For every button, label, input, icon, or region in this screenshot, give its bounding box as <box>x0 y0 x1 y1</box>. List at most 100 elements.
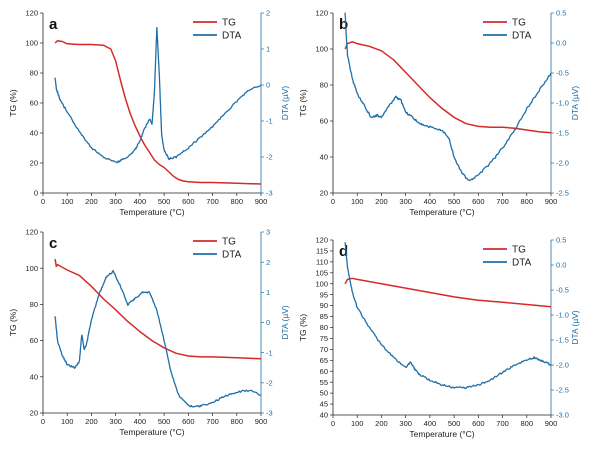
y2-tick-label: 2 <box>266 258 270 267</box>
x-tick-label: 300 <box>399 419 412 428</box>
x-tick-label: 100 <box>61 197 74 206</box>
x-tick-label: 800 <box>521 197 534 206</box>
y2-tick-label: -2.5 <box>556 386 569 395</box>
y2-tick-label: -0.5 <box>556 69 569 78</box>
y2-tick-label: -1.0 <box>556 99 569 108</box>
y2-axis-label: DTA (µV) <box>280 305 290 340</box>
x-tick-label: 300 <box>109 197 122 206</box>
y2-tick-label: -1.0 <box>556 311 569 320</box>
x-tick-label: 500 <box>158 197 171 206</box>
y-tick-label: 110 <box>316 257 328 266</box>
legend-label-tg: TG <box>222 237 236 248</box>
y2-tick-label: -1 <box>266 348 273 357</box>
x-tick-label: 600 <box>472 419 485 428</box>
y-axis-label: TG (%) <box>298 89 308 117</box>
x-tick-label: 0 <box>331 197 335 206</box>
x-axis-label: Temperature (°C) <box>119 427 184 437</box>
panel-label: d <box>339 243 348 260</box>
y-axis-label: TG (%) <box>8 309 18 337</box>
legend-label-tg: TG <box>512 18 526 29</box>
panel-b: 0 100 200 300 400 500 600 700 800 900 20 40 60 80 100 1… <box>298 9 580 217</box>
legend-label-dta: DTA <box>512 31 532 42</box>
x-tick-label: 400 <box>134 197 147 206</box>
x-tick-label: 400 <box>424 419 437 428</box>
y2-tick-label: -3 <box>266 189 273 198</box>
x-tick-label: 800 <box>231 417 244 426</box>
y2-tick-label: -0.5 <box>556 286 569 295</box>
series-line-dta <box>54 26 262 164</box>
series-line-tg <box>344 277 552 308</box>
y-tick-label: 80 <box>320 323 328 332</box>
y-tick-label: 70 <box>320 345 328 354</box>
y2-axis-label: DTA (µV) <box>570 86 580 121</box>
y-tick-label: 60 <box>30 99 38 108</box>
x-tick-label: 0 <box>331 419 335 428</box>
y-tick-label: 95 <box>320 290 328 299</box>
y2-tick-label: 0.0 <box>556 261 566 270</box>
x-tick-label: 900 <box>255 417 268 426</box>
x-tick-label: 200 <box>375 197 388 206</box>
x-axis-label: Temperature (°C) <box>119 207 184 217</box>
x-tick-label: 500 <box>158 417 171 426</box>
y-tick-label: 60 <box>320 367 328 376</box>
legend-label-dta: DTA <box>512 258 532 269</box>
y-tick-label: 100 <box>25 39 38 48</box>
x-tick-label: 200 <box>85 417 98 426</box>
x-tick-label: 400 <box>424 197 437 206</box>
x-tick-label: 400 <box>134 417 147 426</box>
y-tick-label: 100 <box>315 45 328 54</box>
x-tick-label: 500 <box>448 197 461 206</box>
y-tick-label: 90 <box>320 301 328 310</box>
legend-label-tg: TG <box>512 245 526 256</box>
y-tick-label: 80 <box>30 300 38 309</box>
y2-tick-label: -2.0 <box>556 159 569 168</box>
series-line-tg <box>54 40 262 185</box>
y2-tick-label: 0.5 <box>556 236 566 245</box>
x-tick-label: 100 <box>61 417 74 426</box>
y-tick-label: 100 <box>25 264 38 273</box>
y-tick-label: 20 <box>320 189 328 198</box>
y2-tick-label: 3 <box>266 228 270 237</box>
y2-axis-label: DTA (µV) <box>570 310 580 345</box>
y-tick-label: 40 <box>320 411 328 420</box>
x-tick-label: 900 <box>545 197 558 206</box>
panel-c: 0 100 200 300 400 500 600 700 800 900204060801001… <box>8 228 290 437</box>
y-tick-label: 120 <box>25 228 38 237</box>
y-tick-label: 45 <box>320 400 328 409</box>
y-tick-label: 60 <box>320 117 328 126</box>
y-axis-label: TG (%) <box>298 314 308 342</box>
y-tick-label: 65 <box>320 356 328 365</box>
x-axis-label: Temperature (°C) <box>409 429 474 439</box>
y2-tick-label: -1.5 <box>556 336 569 345</box>
y2-tick-label: -1.5 <box>556 129 569 138</box>
panel-d: 0 100 200 300 400 500 600 700 800 900 40 45 50 55 60 65… <box>298 236 580 439</box>
y-tick-label: 85 <box>320 312 328 321</box>
x-tick-label: 100 <box>351 197 364 206</box>
y-tick-label: 115 <box>316 247 328 256</box>
y-tick-label: 80 <box>30 69 38 78</box>
x-tick-label: 900 <box>255 197 268 206</box>
y-tick-label: 120 <box>25 9 38 18</box>
x-tick-label: 800 <box>521 419 534 428</box>
y-tick-label: 40 <box>30 372 38 381</box>
x-tick-label: 700 <box>206 417 219 426</box>
legend-label-dta: DTA <box>222 31 242 42</box>
y2-tick-label: 0.0 <box>556 39 566 48</box>
x-tick-label: 600 <box>182 197 195 206</box>
series-line-dta <box>344 12 552 182</box>
y2-tick-label: 1 <box>266 45 270 54</box>
y-tick-label: 100 <box>315 279 328 288</box>
series-line-tg <box>54 258 262 360</box>
series-line-tg <box>344 41 552 134</box>
x-tick-label: 200 <box>85 197 98 206</box>
x-tick-label: 200 <box>375 419 388 428</box>
y-tick-label: 20 <box>30 159 38 168</box>
y2-tick-label: 2 <box>266 9 270 18</box>
y-tick-label: 40 <box>30 129 38 138</box>
y-tick-label: 20 <box>30 409 38 418</box>
x-tick-label: 100 <box>351 419 364 428</box>
x-tick-label: 300 <box>399 197 412 206</box>
y-tick-label: 120 <box>315 236 328 245</box>
y-tick-label: 80 <box>320 81 328 90</box>
